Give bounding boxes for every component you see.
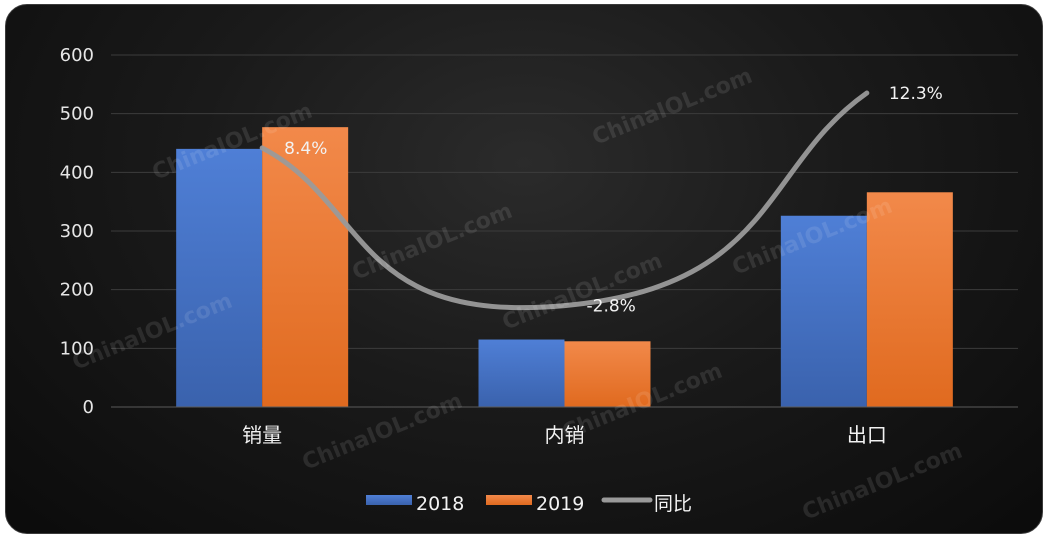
bar-2018-2 <box>478 339 565 407</box>
y-tick-label: 400 <box>60 162 94 183</box>
legend: 2018 2019 同比 <box>366 493 692 515</box>
chart-card: 0 100 200 300 400 500 600 8.4% -2.8% 12.3% 销量 内销 出… <box>5 4 1043 534</box>
bar-2019-3 <box>866 192 953 407</box>
watermark-text: ChinaIOL.com <box>589 64 756 151</box>
combo-chart: 0 100 200 300 400 500 600 8.4% -2.8% 12.3% 销量 内销 出… <box>60 45 1018 526</box>
y-tick-label: 100 <box>60 338 94 359</box>
y-tick-label: 600 <box>60 45 94 66</box>
legend-label: 同比 <box>654 493 692 515</box>
bar-2018-1 <box>176 148 263 407</box>
category-label: 内销 <box>545 423 585 447</box>
y-tick-label: 0 <box>83 397 94 418</box>
category-label: 销量 <box>242 423 282 447</box>
yoy-data-label: 8.4% <box>284 139 327 159</box>
y-tick-label: 300 <box>60 221 94 242</box>
yoy-data-label: -2.8% <box>587 297 636 317</box>
x-axis: 销量 内销 出口 <box>111 406 1018 447</box>
legend-swatch-2019 <box>486 495 532 505</box>
legend-swatch-2018 <box>366 495 412 505</box>
bar-2019-1 <box>262 127 349 407</box>
bar-2018-3 <box>780 215 867 407</box>
yoy-line-path <box>259 90 870 311</box>
legend-label: 2019 <box>536 493 584 515</box>
y-tick-label: 500 <box>60 104 94 125</box>
y-tick-label: 200 <box>60 280 94 301</box>
watermark-text: ChinaIOL.com <box>349 199 516 286</box>
bars <box>176 127 953 407</box>
category-label: 出口 <box>847 423 887 447</box>
bar-2019-2 <box>564 341 651 407</box>
y-axis: 0 100 200 300 400 500 600 <box>60 45 94 418</box>
watermark-text: ChinaIOL.com <box>799 439 966 526</box>
yoy-line <box>259 90 870 311</box>
data-labels: 8.4% -2.8% 12.3% <box>284 84 943 317</box>
legend-label: 2018 <box>416 493 464 515</box>
yoy-data-label: 12.3% <box>889 84 943 104</box>
